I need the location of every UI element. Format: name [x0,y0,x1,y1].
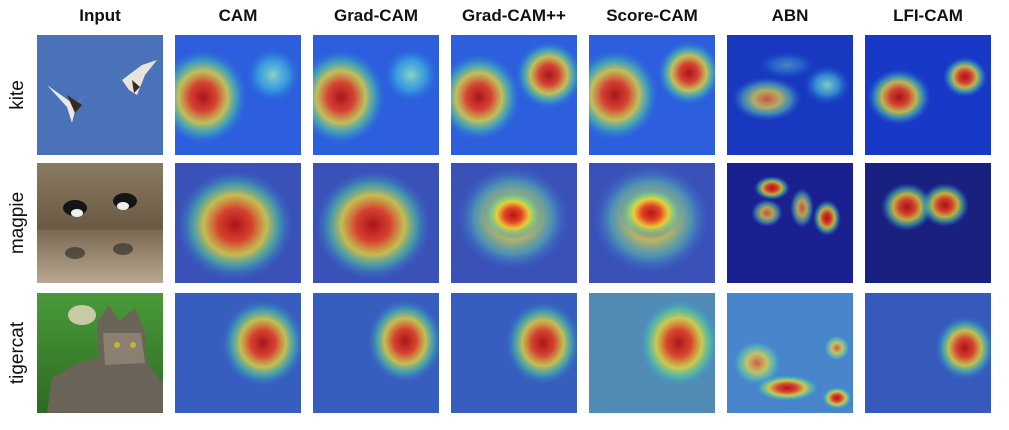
score-cam-heatmap-tigercat [589,293,715,413]
abn-heatmap-magpie [727,163,853,283]
lfi-cam-heatmap-kite [865,35,991,155]
score-cam-heatmap-kite [589,35,715,155]
grad-cam-heatmap-kite [313,35,439,155]
lfi-cam-heatmap-tigercat [865,293,991,413]
col-header-score-cam: Score-CAM [606,6,698,25]
input-image-kite [37,35,163,155]
col-header-cam: CAM [218,6,258,25]
grad-cam-heatmap-magpie [313,163,439,283]
grad-campp-heatmap-tigercat [451,293,577,413]
lfi-cam-heatmap-magpie [865,163,991,283]
row-label-tigercat: tigercat [7,321,28,385]
cam-heatmap-tigercat [175,293,301,413]
score-cam-heatmap-magpie [589,163,715,283]
abn-heatmap-kite [727,35,853,155]
input-image-tigercat [37,293,163,413]
input-image-magpie [37,163,163,283]
col-header-abn: ABN [771,6,809,25]
grad-cam-heatmap-tigercat [313,293,439,413]
col-header-input: Input [79,6,121,25]
cam-heatmap-magpie [175,163,301,283]
col-header-lfi-cam: LFI-CAM [893,6,963,25]
col-header-grad-campp: Grad-CAM++ [462,6,566,25]
cam-heatmap-kite [175,35,301,155]
grad-campp-heatmap-kite [451,35,577,155]
row-label-magpie: magpie [7,191,29,255]
col-header-grad-cam: Grad-CAM [333,6,419,25]
row-label-kite: kite [7,80,29,110]
abn-heatmap-tigercat [727,293,853,413]
grad-campp-heatmap-magpie [451,163,577,283]
